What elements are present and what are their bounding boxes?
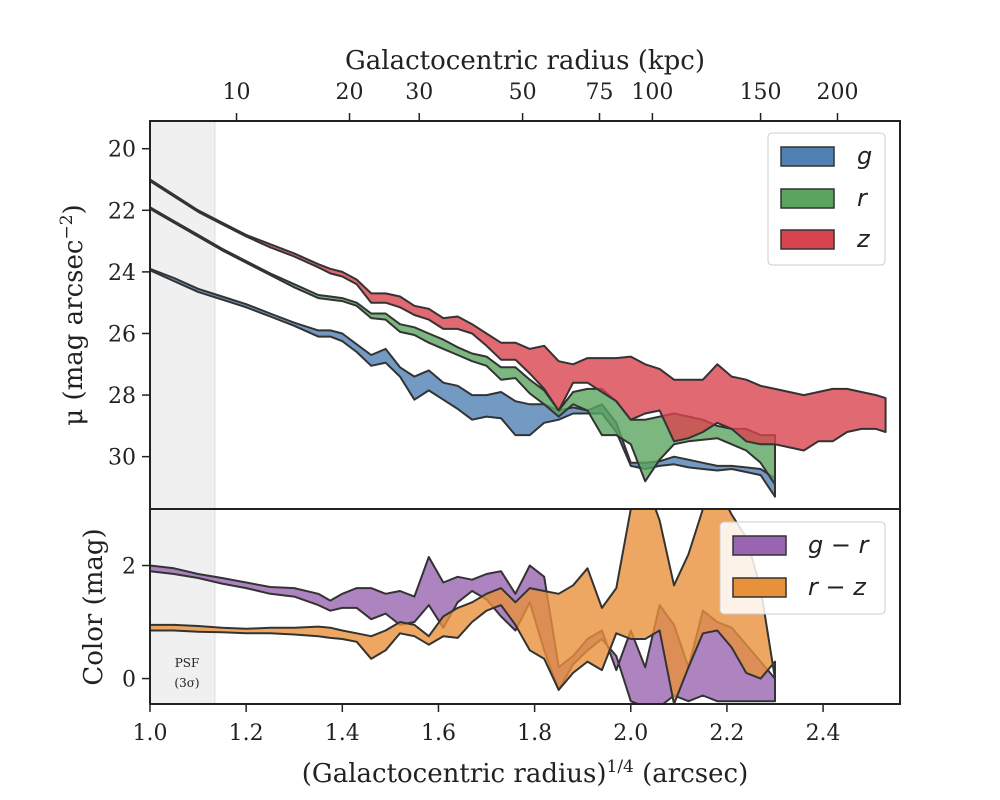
- kpc-tick-label: 75: [586, 80, 614, 105]
- kpc-tick-label: 20: [336, 80, 364, 105]
- bottom-legend: g − r r − z: [719, 521, 886, 615]
- mu-axis-title-main: μ (mag arcsec: [59, 240, 89, 426]
- psf-shade-top: [150, 121, 215, 509]
- series-band-top-2: [150, 178, 887, 452]
- y-tick-label: 20: [108, 138, 136, 163]
- psf-annotation-line1: PSF: [175, 656, 200, 670]
- bottom-y-ticks: 02: [122, 555, 150, 693]
- legend-swatch-r-z: [732, 577, 787, 598]
- x-tick-label: 1.6: [421, 721, 456, 746]
- mu-axis-title-sup: −2: [57, 214, 77, 239]
- legend-label-g: g: [857, 142, 872, 170]
- surface-brightness-panel: 20 22 24 26 28 30 10 20 30 50 75 100 150 200 Galacto…: [57, 46, 901, 510]
- y-tick-label: 22: [108, 199, 136, 224]
- top-y-ticks: 20 22 24 26 28 30: [108, 138, 150, 471]
- x-tick-label: 1.8: [517, 721, 552, 746]
- color-axis-title: Color (mag): [79, 528, 109, 685]
- legend-swatch-r: [780, 188, 835, 209]
- color-panel: 02 1.0 1.2 1.4 1.6 1.8 2.0 2.2 2.4 Color (mag) …: [79, 508, 901, 789]
- radius-axis-title-sup: 1/4: [607, 757, 634, 777]
- kpc-axis-ticks: 10 20 30 50 75 100 150 200: [223, 80, 859, 121]
- y-tick-label: 24: [108, 261, 136, 286]
- series-band-top-1: [150, 206, 776, 486]
- x-tick-label: 1.4: [325, 721, 360, 746]
- legend-swatch-z: [780, 229, 835, 250]
- mu-axis-title: μ (mag arcsec−2): [57, 204, 89, 425]
- x-tick-label: 2.4: [806, 721, 841, 746]
- kpc-tick-label: 10: [223, 80, 251, 105]
- series-band-bottom-1: [150, 509, 776, 704]
- legend-label-z: z: [856, 225, 871, 253]
- y-tick-label: 26: [108, 322, 136, 347]
- mu-axis-title-close: ): [59, 204, 89, 214]
- color-series: [150, 509, 776, 704]
- kpc-tick-label: 200: [817, 80, 859, 105]
- kpc-tick-label: 100: [631, 80, 673, 105]
- radius-axis-title-unit: (arcsec): [634, 759, 748, 789]
- x-tick-label: 2.0: [613, 721, 648, 746]
- psf-annotation-line2: (3σ): [174, 676, 199, 690]
- series-band-bottom-0: [150, 556, 776, 704]
- legend-label-g-r: g − r: [808, 531, 871, 559]
- x-tick-label: 2.2: [709, 721, 744, 746]
- top-legend: g r z: [767, 132, 886, 266]
- legend-label-r: r: [857, 184, 869, 212]
- legend-swatch-g: [780, 146, 835, 167]
- kpc-tick-label: 150: [740, 80, 782, 105]
- x-tick-label: 1.0: [133, 721, 168, 746]
- x-tick-label: 1.2: [229, 721, 264, 746]
- y-tick-label: 28: [108, 384, 136, 409]
- kpc-axis-title: Galactocentric radius (kpc): [345, 46, 705, 76]
- bottom-plot-frame: [149, 508, 901, 705]
- y-tick-label: 30: [108, 446, 136, 471]
- psf-shade-bottom: [150, 509, 215, 704]
- kpc-tick-label: 30: [405, 80, 433, 105]
- radius-axis-title-main: (Galactocentric radius): [302, 759, 607, 789]
- bottom-x-ticks: 1.0 1.2 1.4 1.6 1.8 2.0 2.2 2.4: [133, 704, 841, 746]
- legend-label-r-z: r − z: [808, 573, 867, 601]
- surface-brightness-series: [150, 178, 887, 498]
- kpc-tick-label: 50: [509, 80, 537, 105]
- color-y-tick-label: 0: [122, 668, 136, 693]
- radius-axis-title: (Galactocentric radius)1/4 (arcsec): [302, 757, 748, 789]
- color-y-tick-label: 2: [122, 555, 136, 580]
- legend-swatch-g-r: [732, 535, 787, 556]
